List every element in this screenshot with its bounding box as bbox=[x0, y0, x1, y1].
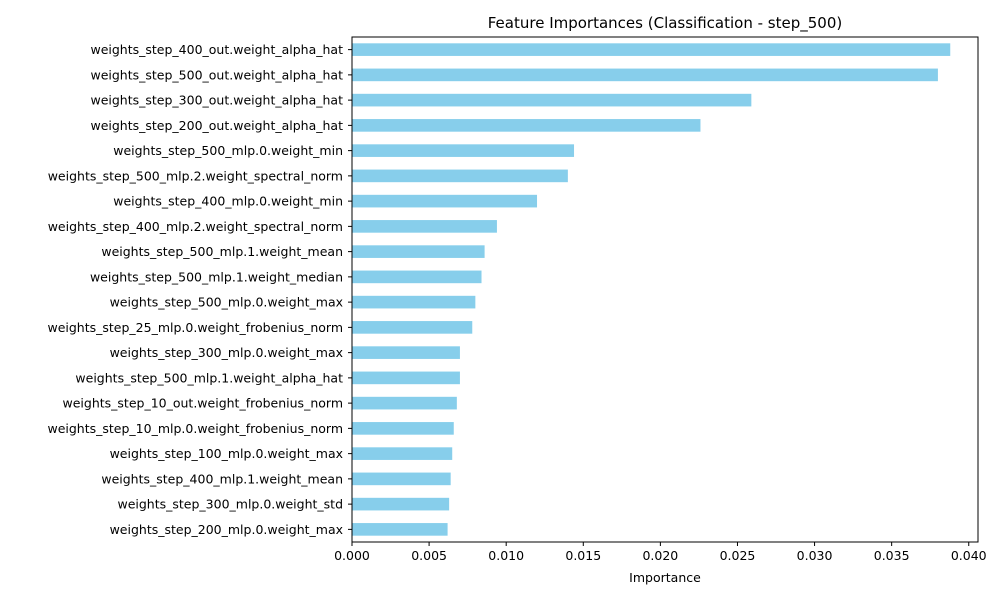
y-tick-label: weights_step_100_mlp.0.weight_max bbox=[110, 446, 343, 461]
bar bbox=[352, 472, 451, 486]
bar bbox=[352, 194, 538, 208]
x-tick-label: 0.020 bbox=[642, 548, 678, 563]
y-tick-label: weights_step_500_mlp.0.weight_min bbox=[113, 143, 343, 158]
y-tick-label: weights_step_500_mlp.0.weight_max bbox=[110, 295, 343, 310]
x-tick-label: 0.015 bbox=[565, 548, 601, 563]
bar bbox=[352, 245, 485, 258]
y-tick-label: weights_step_300_mlp.0.weight_std bbox=[117, 497, 343, 512]
y-tick-label: weights_step_300_mlp.0.weight_max bbox=[110, 345, 343, 360]
bar bbox=[352, 220, 497, 233]
y-tick-label: weights_step_10_mlp.0.weight_frobenius_n… bbox=[47, 421, 343, 436]
bar bbox=[352, 270, 482, 284]
y-tick-label: weights_step_25_mlp.0.weight_frobenius_n… bbox=[47, 320, 343, 335]
x-tick-label: 0.010 bbox=[488, 548, 524, 563]
y-tick-label: weights_step_400_mlp.0.weight_min bbox=[113, 194, 343, 209]
x-tick-label: 0.000 bbox=[334, 548, 370, 563]
x-axis-ticks: 0.000 0.005 0.010 0.015 0.020 0.025 0.030 0.035… bbox=[334, 542, 987, 563]
bar bbox=[352, 144, 575, 157]
bar bbox=[352, 497, 450, 511]
x-tick-label: 0.030 bbox=[797, 548, 833, 563]
y-tick-label: weights_step_500_mlp.1.weight_alpha_hat bbox=[75, 370, 343, 385]
y-tick-label: weights_step_300_out.weight_alpha_hat bbox=[90, 93, 343, 108]
x-tick-label: 0.025 bbox=[720, 548, 756, 563]
chart-title: Feature Importances (Classification - st… bbox=[488, 14, 842, 33]
bars-layer bbox=[352, 43, 951, 536]
bar bbox=[352, 371, 460, 385]
y-tick-label: weights_step_500_mlp.2.weight_spectral_n… bbox=[48, 168, 343, 183]
bar bbox=[352, 295, 476, 309]
x-tick-label: 0.005 bbox=[411, 548, 447, 563]
bar bbox=[352, 321, 473, 334]
x-tick-label: 0.040 bbox=[951, 548, 987, 563]
x-axis-label: Importance bbox=[629, 570, 701, 585]
bar bbox=[352, 43, 951, 56]
y-tick-label: weights_step_200_out.weight_alpha_hat bbox=[90, 118, 343, 133]
bar bbox=[352, 422, 454, 435]
y-axis-ticks: weights_step_400_out.weight_alpha_hatwei… bbox=[47, 42, 352, 537]
bar bbox=[352, 447, 453, 460]
y-tick-label: weights_step_10_out.weight_frobenius_nor… bbox=[63, 396, 343, 411]
plot-frame bbox=[351, 36, 979, 543]
y-tick-label: weights_step_200_mlp.0.weight_max bbox=[110, 522, 343, 537]
y-tick-label: weights_step_400_mlp.1.weight_mean bbox=[101, 471, 343, 486]
bar bbox=[352, 68, 938, 82]
y-tick-label: weights_step_400_mlp.2.weight_spectral_n… bbox=[48, 219, 343, 234]
y-tick-label: weights_step_500_mlp.1.weight_median bbox=[90, 269, 343, 284]
bar bbox=[352, 346, 460, 359]
bar bbox=[352, 523, 448, 536]
x-tick-label: 0.035 bbox=[874, 548, 910, 563]
bar bbox=[352, 396, 457, 410]
bar bbox=[352, 119, 701, 132]
bar bbox=[352, 93, 752, 107]
y-tick-label: weights_step_500_mlp.1.weight_mean bbox=[101, 244, 343, 259]
bar bbox=[352, 169, 568, 183]
y-tick-label: weights_step_400_out.weight_alpha_hat bbox=[90, 42, 343, 57]
y-tick-label: weights_step_500_out.weight_alpha_hat bbox=[90, 67, 343, 82]
